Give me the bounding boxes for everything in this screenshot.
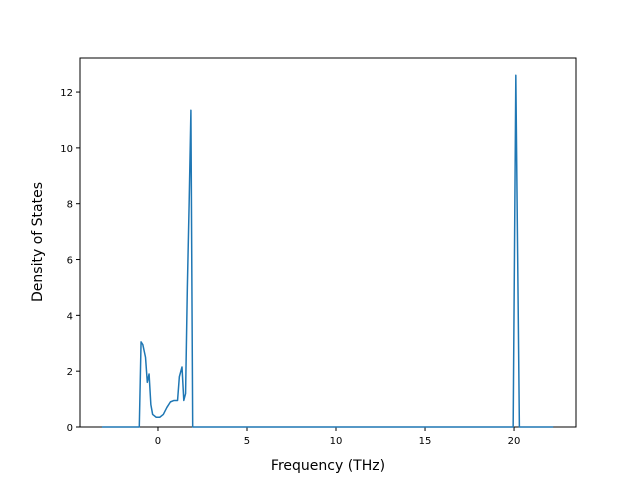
- x-tick-label: 10: [330, 436, 343, 447]
- line: [101, 74, 554, 428]
- x-tick-label: 0: [155, 436, 161, 447]
- x-axis-label: Frequency (THz): [271, 458, 385, 474]
- x-tick-label: 5: [244, 436, 250, 447]
- y-tick-label: 8: [67, 200, 73, 211]
- y-tick-label: 0: [67, 423, 73, 434]
- y-tick-label: 12: [60, 88, 73, 99]
- x-tick-label: 15: [419, 436, 432, 447]
- y-tick-label: 10: [60, 144, 73, 155]
- y-tick-label: 6: [67, 256, 73, 267]
- x-tick-label: 20: [508, 436, 521, 447]
- y-axis-label: Density of States: [30, 182, 46, 302]
- plot-frame: [79, 57, 577, 428]
- y-tick-label: 2: [67, 367, 73, 378]
- y-tick-label: 4: [67, 311, 73, 322]
